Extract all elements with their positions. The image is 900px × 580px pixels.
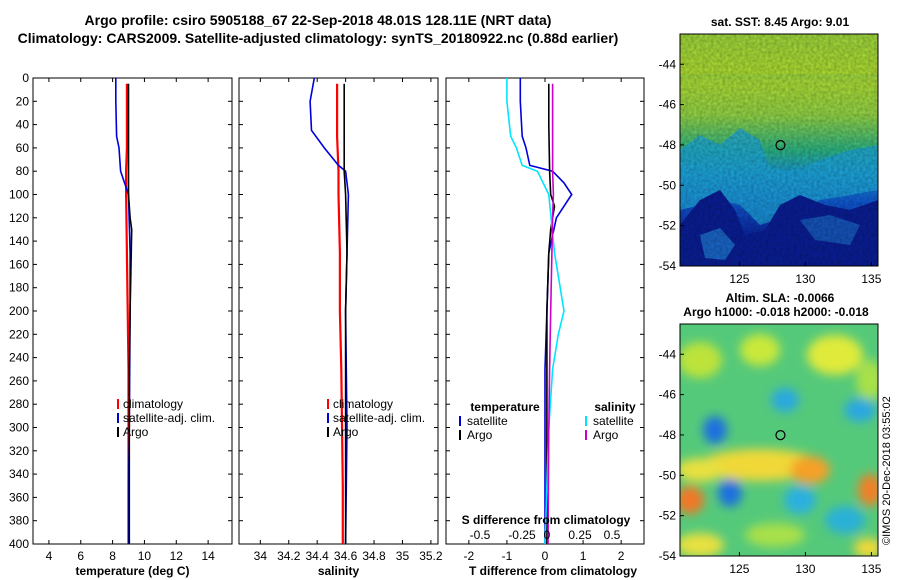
depth-tick-label: 120: [9, 211, 29, 225]
legend-entry: satellite-adj. clim.: [333, 411, 425, 425]
depth-tick-label: 380: [9, 514, 29, 528]
depth-tick-label: 260: [9, 374, 29, 388]
top-tick-label: -0.5: [470, 528, 491, 542]
sst-map-title: sat. SST: 8.45 Argo: 9.01: [711, 15, 850, 29]
depth-tick-label: 160: [9, 257, 29, 271]
map-y-tick-label: -48: [659, 138, 677, 152]
x-tick-label: -1: [502, 549, 513, 563]
x-tick-label: 2: [618, 549, 625, 563]
x-tick-label: 34.4: [305, 549, 329, 563]
map-x-tick-label: 130: [795, 272, 815, 286]
x-tick-label: 12: [170, 549, 184, 563]
depth-tick-label: 0: [22, 71, 29, 85]
x-tick-label: 14: [201, 549, 215, 563]
x-tick-label: -2: [464, 549, 475, 563]
depth-tick-label: 140: [9, 234, 29, 248]
map-y-tick-label: -50: [659, 468, 677, 482]
top-tick-label: -0.25: [508, 528, 536, 542]
map-x-tick-label: 135: [861, 562, 881, 576]
map-y-tick-label: -48: [659, 428, 677, 442]
depth-tick-label: 200: [9, 304, 29, 318]
depth-tick-label: 220: [9, 327, 29, 341]
x-tick-label: 34.6: [334, 549, 358, 563]
legend-entry: climatology: [333, 397, 393, 411]
legend-entry: satellite: [593, 414, 634, 428]
panel-salinity: 34 34.2 34.4 34.6 34.8 35 35.2 salinity climatol…: [239, 78, 443, 578]
depth-tick-label: 340: [9, 467, 29, 481]
map-y-tick-label: -44: [659, 57, 677, 71]
legend-entry: Argo: [593, 428, 619, 442]
panel-frame-temperature: [33, 78, 232, 544]
figure-title-line2: Climatology: CARS2009. Satellite-adjuste…: [18, 30, 619, 46]
x-tick-label: 34.2: [277, 549, 301, 563]
depth-tick-label: 20: [16, 94, 30, 108]
top-tick-label: 0.25: [568, 528, 592, 542]
x-tick-label: 8: [109, 549, 116, 563]
map-y-tick-label: -52: [659, 509, 677, 523]
x-tick-label: 35.2: [419, 549, 443, 563]
figure-title-line1: Argo profile: csiro 5905188_67 22-Sep-20…: [85, 12, 552, 28]
sla-map-subtitle: Argo h1000: -0.018 h2000: -0.018: [683, 305, 869, 319]
legend-entry: satellite-adj. clim.: [123, 411, 215, 425]
x-tick-label: 0: [542, 549, 549, 563]
depth-tick-label: 280: [9, 397, 29, 411]
map-y-tick-label: -46: [659, 98, 677, 112]
top-tick-label: 0: [544, 528, 551, 542]
panel-difference: -2 -1 0 1 2T difference from climatology temp…: [446, 78, 644, 578]
x-axis-label-difference: T difference from climatology: [469, 564, 637, 578]
depth-tick-label: 360: [9, 490, 29, 504]
map-y-tick-label: -54: [659, 549, 677, 563]
legend-entry: Argo: [333, 425, 359, 439]
depth-tick-label: 240: [9, 351, 29, 365]
legend-header-temperature: temperature: [470, 400, 540, 414]
x-tick-label: 1: [580, 549, 587, 563]
map-x-tick-label: 135: [861, 272, 881, 286]
depth-tick-label: 180: [9, 281, 29, 295]
sla-map: Altim. SLA: -0.0066 Argo h1000: -0.018 h…: [659, 291, 884, 576]
map-y-tick-label: -46: [659, 388, 677, 402]
x-axis-label-salinity: salinity: [318, 564, 360, 578]
top-axis-label: S difference from climatology: [462, 513, 631, 527]
x-tick-label: 34.8: [362, 549, 386, 563]
depth-tick-label: 320: [9, 444, 29, 458]
legend-entry: satellite: [467, 414, 508, 428]
depth-tick-label: 40: [16, 118, 30, 132]
sst-map: sat. SST: 8.45 Argo: 9.01 125 130 135 -44 -4…: [659, 15, 882, 286]
depth-tick-label: 300: [9, 421, 29, 435]
profile-panels: 0204060801001201401601802002202402602803…: [9, 71, 644, 578]
x-axis-label-temperature: temperature (deg C): [75, 564, 189, 578]
x-tick-label: 34: [254, 549, 268, 563]
depth-tick-label: 80: [16, 164, 30, 178]
map-x-tick-label: 130: [795, 562, 815, 576]
map-y-tick-label: -44: [659, 347, 677, 361]
map-y-tick-label: -50: [659, 178, 677, 192]
panel-temperature: 0 20 40 60 80 100 120 140 160 180 200 220 240 260 280 3…: [9, 71, 232, 578]
sla-map-title: Altim. SLA: -0.0066: [726, 291, 835, 305]
map-x-tick-label: 125: [729, 562, 749, 576]
depth-tick-label: 100: [9, 188, 29, 202]
map-y-tick-label: -54: [659, 259, 677, 273]
top-tick-label: 0.5: [604, 528, 621, 542]
imos-watermark: ©IMOS 20-Dec-2018 03:55:02: [881, 396, 893, 545]
map-y-tick-label: -52: [659, 219, 677, 233]
legend-header-salinity: salinity: [594, 400, 636, 414]
legend-entry: Argo: [467, 428, 493, 442]
x-tick-label: 6: [77, 549, 84, 563]
x-tick-label: 10: [138, 549, 152, 563]
x-tick-label: 4: [46, 549, 53, 563]
x-tick-label: 35: [396, 549, 410, 563]
depth-tick-label: 400: [9, 537, 29, 551]
legend-entry: climatology: [123, 397, 183, 411]
depth-tick-label: 60: [16, 141, 30, 155]
map-x-tick-label: 125: [729, 272, 749, 286]
legend-entry: Argo: [123, 425, 149, 439]
